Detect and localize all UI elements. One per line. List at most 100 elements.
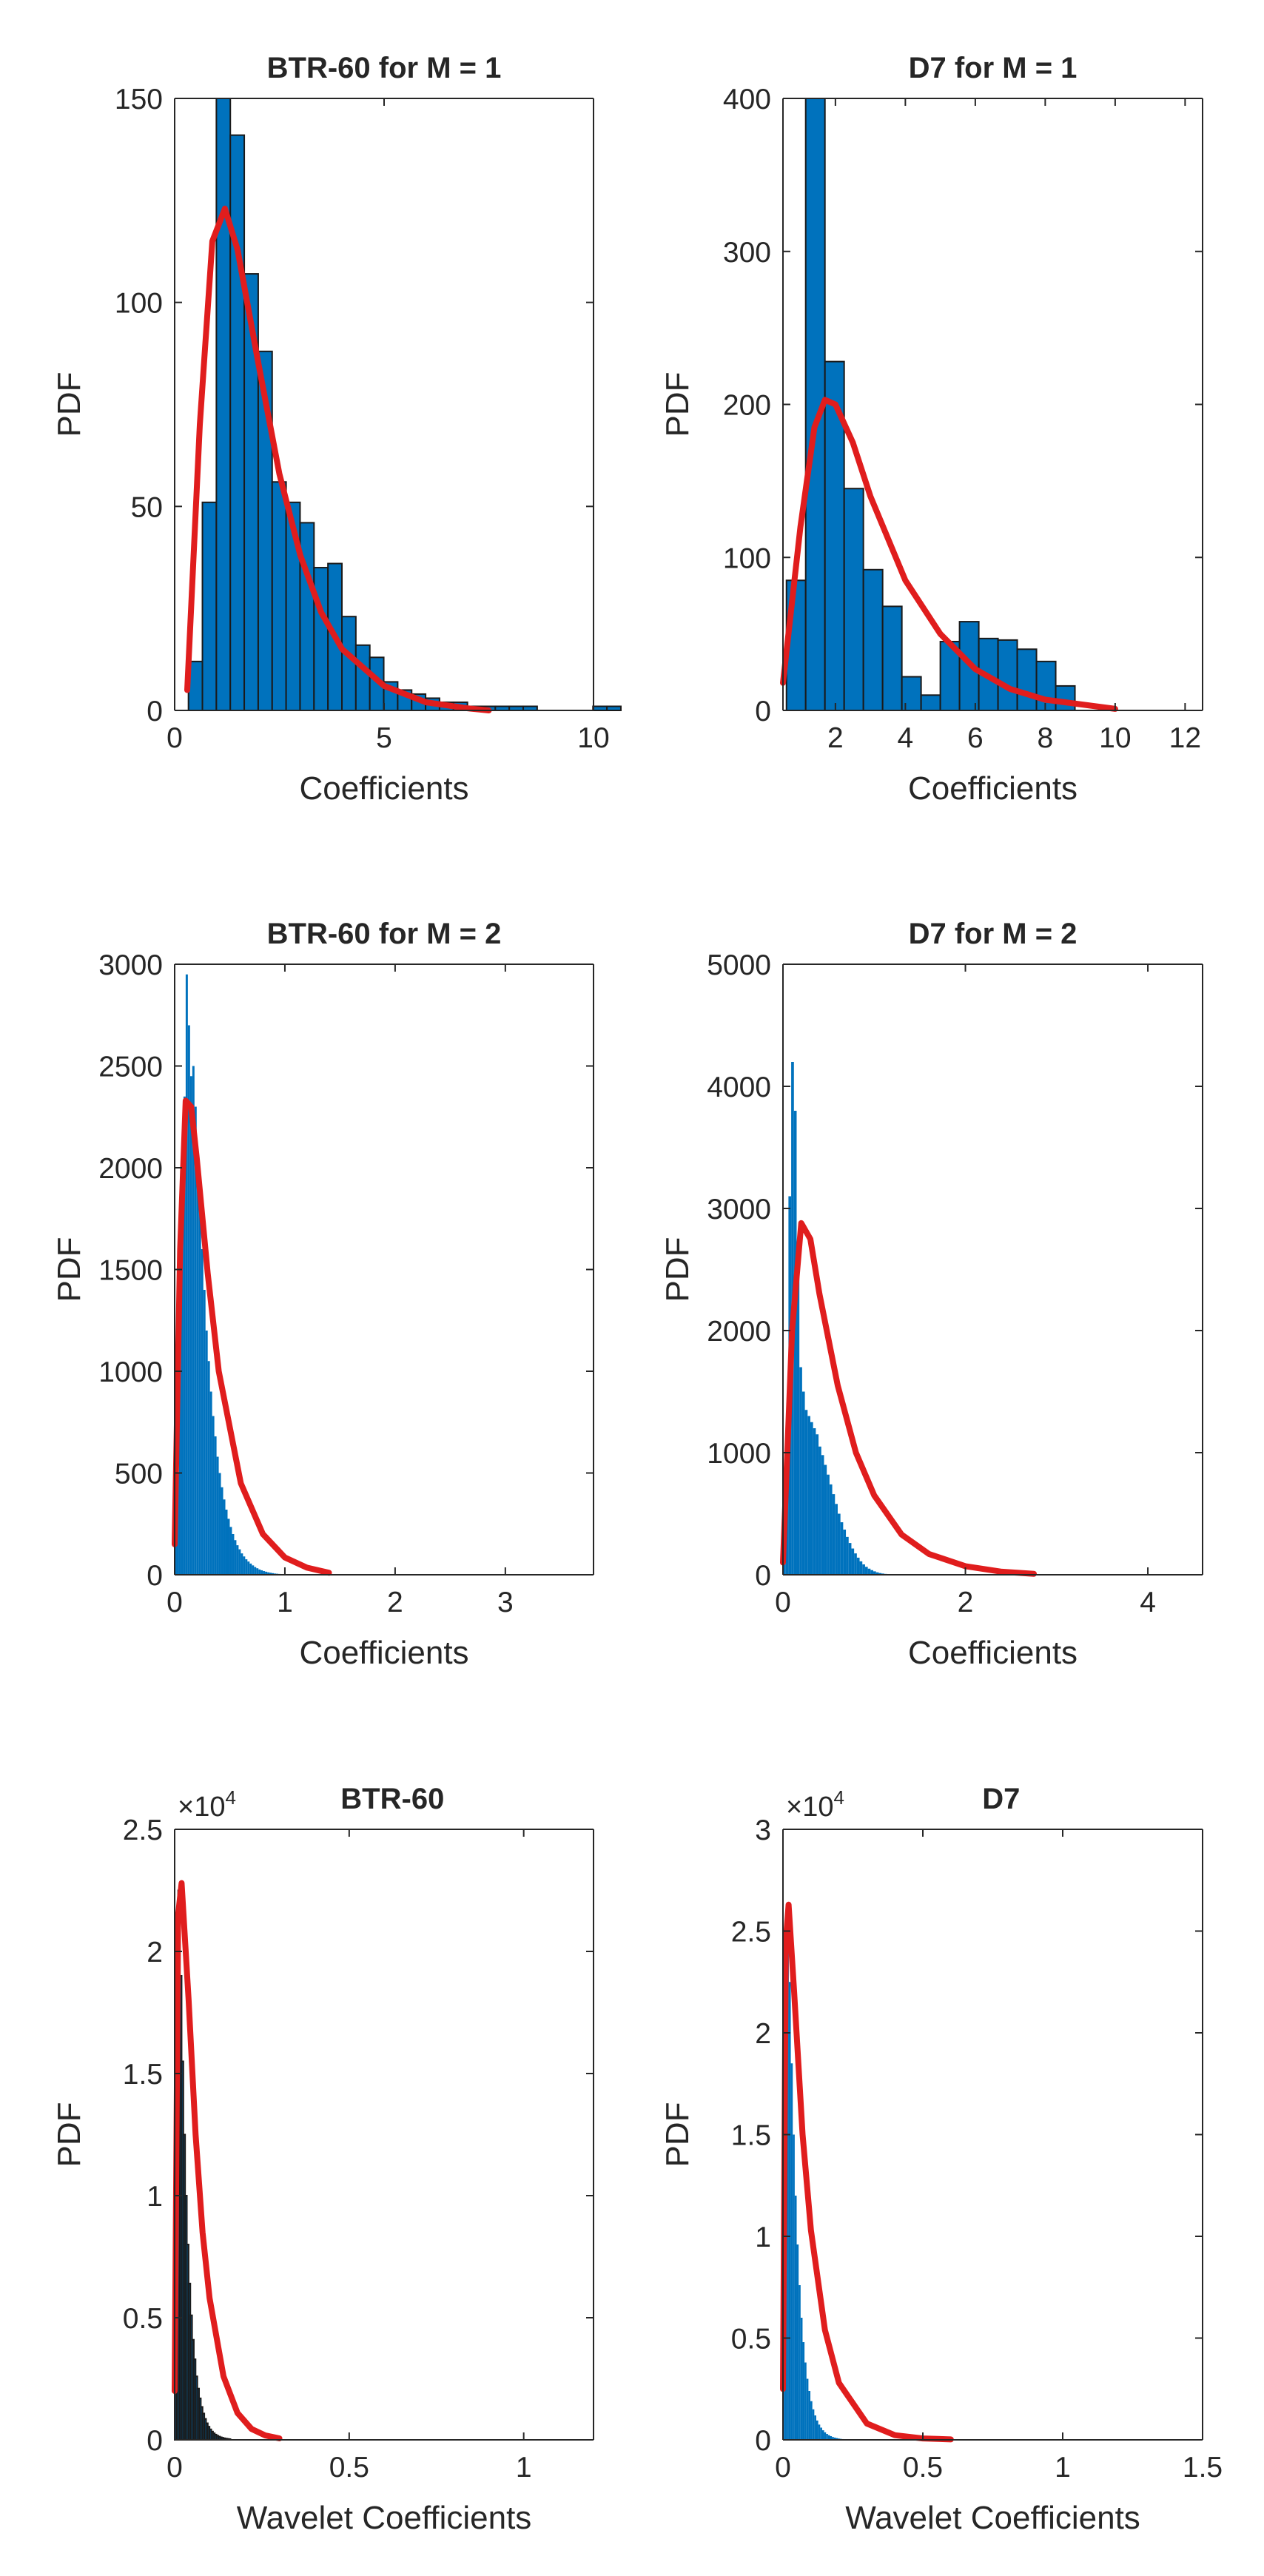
y-tick-label: 2000	[707, 1316, 771, 1348]
histogram-bar	[843, 1529, 847, 1575]
subplot: 0 0.5 1 0 0.5 1 1.5 2 2.5 ×104 BTR-60 Wavelet Coeff…	[51, 1783, 594, 2536]
y-tick-label: 1000	[707, 1438, 771, 1470]
chart-title: D7 for M = 2	[909, 918, 1078, 950]
histogram-bar	[254, 1567, 257, 1575]
y-tick-label: 1.5	[123, 2059, 163, 2091]
histogram-bar	[232, 1534, 235, 1575]
histogram-bar	[201, 1249, 204, 1575]
subplot: 2 4 6 8 10 12 0 100 200 300 400 D7 for M = 1 Coeffic…	[659, 52, 1203, 807]
histogram-bar	[802, 2342, 805, 2440]
histogram-bar	[881, 605, 903, 711]
histogram-bar	[796, 1269, 800, 1575]
histogram-bar	[794, 2196, 797, 2440]
x-tick-label: 8	[1038, 722, 1054, 754]
histogram-bar	[827, 1474, 830, 1575]
y-tick-label: 1	[755, 2222, 771, 2253]
y-tick-label: 0	[147, 696, 163, 727]
histogram-bar	[812, 2409, 815, 2440]
histogram-bar	[830, 2436, 833, 2440]
y-tick-label: 50	[131, 491, 163, 523]
y-axis-multiplier: ×104	[786, 1786, 844, 1823]
histogram-bar	[816, 2420, 818, 2440]
histogram-bar	[1055, 685, 1076, 711]
y-tick-label: 3000	[707, 1194, 771, 1225]
histogram-bar	[218, 1473, 221, 1575]
y-tick-label: 1	[147, 2181, 163, 2213]
x-tick-label: 0	[775, 2452, 791, 2483]
histogram-bar	[354, 644, 371, 712]
histogram-bar	[209, 1391, 212, 1575]
x-tick-label: 0	[775, 1587, 791, 1618]
histogram-bar	[859, 1561, 863, 1575]
x-tick-label: 4	[1140, 1587, 1156, 1618]
histogram-bar	[808, 2391, 811, 2440]
subplot: 0 1 2 3 0 500 1000 1500 2000 2500 3000 BTR-60 for M…	[51, 918, 594, 1671]
histogram-bar	[229, 1527, 232, 1575]
histogram-bar	[592, 705, 608, 712]
histogram-bar	[236, 1545, 239, 1575]
chart-title: BTR-60 for M = 1	[267, 52, 502, 84]
histogram-bar	[790, 2063, 793, 2440]
x-tick-label: 4	[898, 722, 914, 754]
y-tick-label: 2000	[98, 1153, 163, 1185]
histogram-bar	[192, 1066, 195, 1575]
histogram-bar	[821, 1455, 824, 1575]
histogram-bar	[799, 1367, 802, 1575]
histogram-bar	[258, 1569, 261, 1575]
histogram-bar	[214, 1436, 217, 1575]
x-tick-label: 0	[167, 1587, 183, 1618]
y-tick-label: 150	[115, 84, 163, 115]
histogram-bar	[203, 1290, 206, 1575]
histogram-bar	[875, 1572, 879, 1575]
y-tick-label: 1500	[98, 1255, 163, 1287]
y-tick-label: 3	[755, 1815, 771, 1846]
histogram-bar	[245, 1559, 248, 1575]
x-tick-label: 2	[387, 1587, 403, 1618]
histogram-bar	[818, 1446, 821, 1575]
histogram-bar	[243, 1556, 246, 1575]
histogram-bar	[864, 1567, 868, 1575]
y-axis-label: PDF	[659, 372, 696, 437]
histogram-bar	[801, 1391, 805, 1575]
x-tick-label: 10	[1099, 722, 1131, 754]
histogram-bar	[198, 1208, 201, 1575]
y-tick-label: 5000	[707, 949, 771, 981]
y-tick-label: 0	[147, 2425, 163, 2457]
x-tick-label: 2	[958, 1587, 974, 1618]
histogram-bar	[216, 1456, 219, 1575]
y-axis-multiplier: ×104	[178, 1786, 236, 1823]
histogram-bar	[997, 639, 1018, 712]
histogram-bar	[799, 2285, 801, 2440]
histogram-bar	[181, 1188, 184, 1575]
chart-title: D7	[982, 1783, 1020, 1815]
histogram-bar	[175, 1544, 177, 1575]
histogram-bar	[846, 1536, 849, 1575]
y-tick-label: 400	[723, 84, 771, 115]
x-axis-label: Wavelet Coefficients	[237, 2500, 532, 2536]
histogram-bar	[247, 1561, 250, 1575]
histogram-bar	[832, 2437, 834, 2440]
histogram-bar	[807, 1416, 810, 1575]
chart-title: D7 for M = 1	[909, 52, 1078, 84]
histogram-bar	[221, 1487, 223, 1575]
histogram-bar	[827, 2435, 830, 2440]
x-tick-label: 1	[277, 1587, 293, 1618]
x-axis-label: Coefficients	[299, 1635, 468, 1671]
histogram-bar	[878, 1573, 882, 1575]
x-axis-label: Coefficients	[908, 770, 1078, 807]
y-tick-label: 100	[723, 542, 771, 574]
histogram-bar	[256, 1568, 259, 1575]
y-axis-multiplier-exponent: 4	[225, 1786, 235, 1809]
x-tick-label: 3	[497, 1587, 514, 1618]
y-tick-label: 300	[723, 237, 771, 269]
y-tick-label: 2	[147, 1937, 163, 1968]
histogram-bar	[833, 2437, 836, 2440]
histogram-bar	[796, 2244, 799, 2440]
fit-curve	[780, 397, 1118, 712]
histogram-bar	[824, 2432, 827, 2440]
histogram-bar	[205, 1331, 208, 1575]
histogram-bar	[260, 1570, 263, 1575]
histogram-bar	[341, 616, 357, 712]
